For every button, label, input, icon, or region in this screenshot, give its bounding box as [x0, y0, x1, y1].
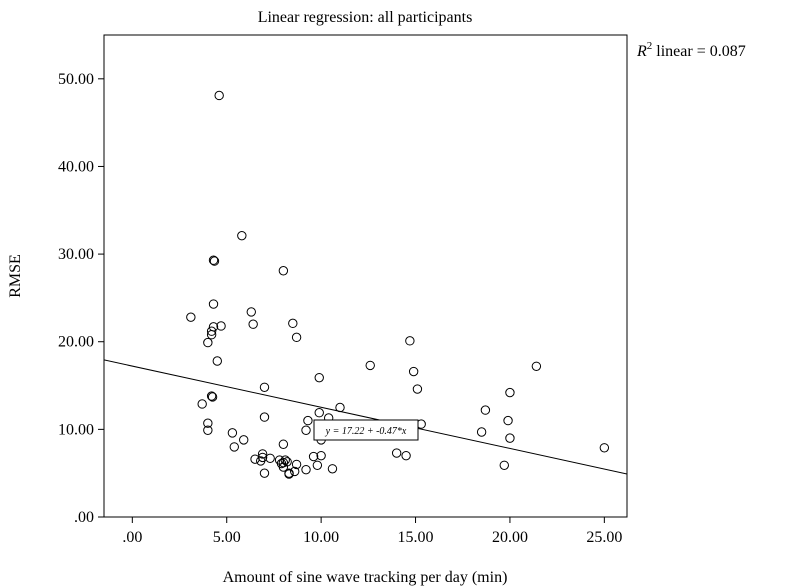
data-point [599, 443, 610, 453]
data-point [480, 405, 491, 415]
data-point [265, 453, 275, 463]
data-point [214, 90, 224, 101]
data-point [312, 460, 323, 470]
data-point [303, 415, 313, 426]
data-point [246, 307, 256, 317]
data-point [327, 464, 338, 474]
x-axis-title: Amount of sine wave tracking per day (mi… [223, 569, 508, 586]
data-point [203, 425, 213, 435]
regression-line [104, 359, 627, 475]
chart-title: Linear regression: all participants [258, 9, 473, 26]
data-point [278, 439, 289, 449]
data-point [291, 459, 302, 470]
x-axis-ticks: .00 5.00 10.00 15.00 20.00 25.00 [122, 517, 622, 546]
data-point [239, 435, 249, 445]
data-point [278, 266, 289, 276]
data-point [278, 457, 289, 468]
data-point [229, 442, 239, 452]
x-tick-label: 10.00 [303, 529, 339, 546]
data-point [216, 321, 226, 331]
data-point [206, 330, 217, 340]
equation-box: y = 17.22 + -0.47*x [313, 419, 419, 441]
data-point [531, 361, 542, 371]
plot-frame [103, 34, 628, 518]
data-point [316, 450, 326, 461]
data-point [259, 468, 270, 478]
data-point [503, 415, 513, 426]
data-point [405, 336, 415, 346]
data-point [289, 466, 300, 477]
x-tick-label: 5.00 [213, 529, 241, 546]
y-tick-label: 20.00 [58, 334, 94, 351]
data-point [209, 256, 220, 266]
data-point [248, 319, 258, 329]
data-point [257, 449, 268, 459]
y-axis-ticks: .00 10.00 20.00 30.00 40.00 50.00 [58, 71, 104, 526]
data-point [278, 462, 289, 472]
data-point [206, 326, 217, 336]
data-point [365, 360, 375, 371]
x-tick-label: 15.00 [398, 529, 434, 546]
y-tick-label: 30.00 [58, 246, 94, 263]
data-point [505, 433, 515, 443]
x-tick-label: 25.00 [586, 529, 622, 546]
data-point [301, 464, 311, 475]
data-point [499, 460, 509, 470]
x-tick-label: .00 [122, 529, 142, 546]
data-point [256, 456, 266, 466]
x-tick-label: 20.00 [492, 529, 528, 546]
r-squared-label: R2 linear = 0.087 [636, 40, 746, 60]
data-point [250, 454, 260, 464]
equation-label: y = 17.22 + -0.47*x [325, 426, 407, 437]
data-point [197, 399, 207, 409]
data-point [237, 230, 247, 241]
data-point [391, 448, 402, 458]
data-point [335, 402, 345, 413]
data-point [208, 299, 219, 309]
y-tick-label: 50.00 [58, 71, 94, 88]
data-point [314, 408, 324, 418]
data-point [401, 450, 411, 461]
y-tick-label: .00 [74, 509, 94, 526]
data-point [206, 391, 217, 401]
y-tick-label: 40.00 [58, 158, 94, 175]
data-point [505, 387, 515, 398]
data-point [284, 469, 294, 479]
data-point [412, 384, 423, 394]
data-point [203, 337, 213, 348]
data-point [186, 312, 196, 322]
data-point [408, 366, 419, 377]
data-point [208, 255, 219, 265]
y-tick-label: 10.00 [58, 421, 94, 438]
data-point [203, 418, 213, 428]
data-point [212, 356, 222, 366]
data-point [314, 372, 324, 383]
data-point [227, 428, 238, 438]
data-point [288, 318, 298, 329]
data-point [259, 382, 270, 392]
y-axis-title: RMSE [7, 254, 24, 298]
data-point [301, 425, 311, 435]
data-point [259, 412, 270, 422]
data-point [291, 332, 302, 343]
data-point [207, 392, 218, 402]
data-point [476, 427, 487, 437]
data-point [308, 451, 319, 462]
